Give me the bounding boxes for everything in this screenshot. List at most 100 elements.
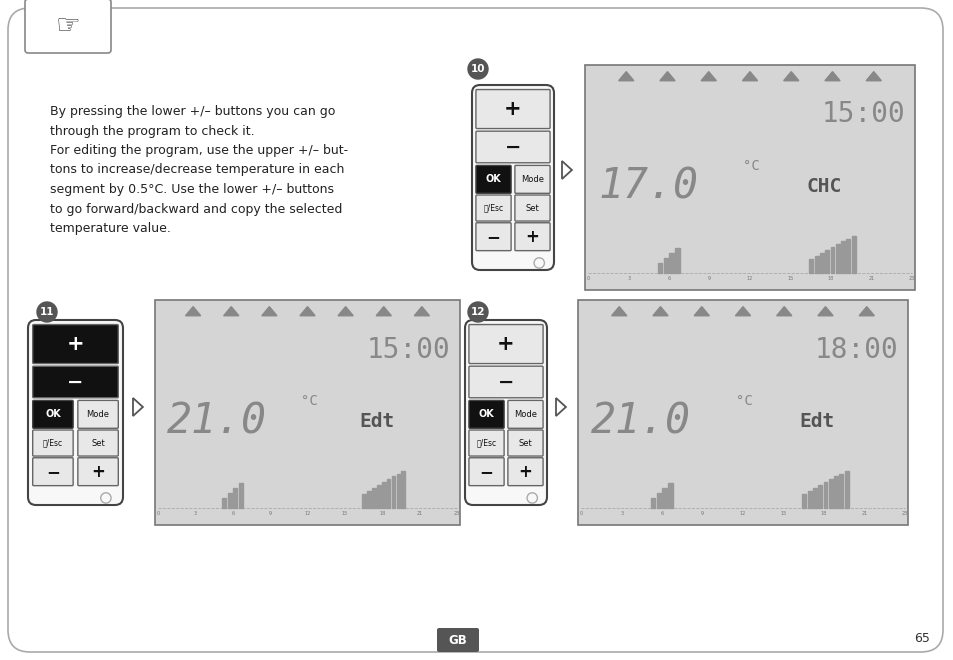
Bar bbox=[828, 479, 832, 508]
Text: ⏻/Esc: ⏻/Esc bbox=[43, 438, 63, 447]
Bar bbox=[851, 236, 855, 273]
Bar bbox=[238, 483, 242, 508]
Bar bbox=[381, 482, 385, 508]
Polygon shape bbox=[817, 307, 832, 315]
FancyBboxPatch shape bbox=[469, 401, 503, 428]
Polygon shape bbox=[337, 307, 353, 315]
Text: Set: Set bbox=[525, 203, 538, 213]
Text: 23: 23 bbox=[901, 511, 907, 515]
Bar bbox=[401, 471, 405, 508]
Bar bbox=[668, 483, 672, 508]
Polygon shape bbox=[185, 307, 200, 315]
Polygon shape bbox=[299, 307, 314, 315]
FancyBboxPatch shape bbox=[507, 458, 542, 486]
Text: °C: °C bbox=[736, 394, 752, 409]
Text: 9: 9 bbox=[707, 275, 710, 280]
FancyBboxPatch shape bbox=[469, 325, 542, 364]
Text: through the program to check it.: through the program to check it. bbox=[50, 125, 254, 137]
Bar bbox=[835, 244, 839, 273]
Text: 12: 12 bbox=[304, 511, 311, 515]
Text: 3: 3 bbox=[619, 511, 622, 515]
Text: 3: 3 bbox=[626, 275, 630, 280]
Polygon shape bbox=[735, 307, 750, 315]
FancyBboxPatch shape bbox=[78, 458, 118, 486]
Text: 21: 21 bbox=[416, 511, 422, 515]
Text: 17.0: 17.0 bbox=[598, 166, 698, 207]
Bar bbox=[669, 253, 673, 273]
Polygon shape bbox=[611, 307, 626, 315]
Circle shape bbox=[468, 302, 488, 322]
Bar bbox=[808, 259, 813, 273]
Text: −: − bbox=[46, 463, 60, 480]
Text: 18: 18 bbox=[820, 511, 826, 515]
Bar bbox=[819, 253, 823, 273]
Polygon shape bbox=[859, 307, 874, 315]
Bar bbox=[650, 498, 654, 508]
Text: Edt: Edt bbox=[359, 412, 395, 431]
FancyBboxPatch shape bbox=[476, 166, 511, 193]
Text: OK: OK bbox=[45, 409, 61, 419]
Text: −: − bbox=[486, 228, 500, 246]
Text: 6: 6 bbox=[231, 511, 234, 515]
Text: 23: 23 bbox=[454, 511, 459, 515]
FancyBboxPatch shape bbox=[32, 401, 73, 428]
FancyBboxPatch shape bbox=[154, 300, 459, 525]
Text: 15: 15 bbox=[341, 511, 348, 515]
Polygon shape bbox=[618, 72, 633, 81]
Bar bbox=[222, 498, 226, 508]
Text: 12: 12 bbox=[470, 307, 485, 317]
Text: 65: 65 bbox=[913, 632, 929, 645]
FancyBboxPatch shape bbox=[515, 166, 550, 193]
Text: 15: 15 bbox=[780, 511, 785, 515]
Text: 21.0: 21.0 bbox=[591, 401, 691, 442]
Text: Set: Set bbox=[91, 438, 105, 447]
FancyBboxPatch shape bbox=[32, 458, 73, 486]
Text: 18:00: 18:00 bbox=[814, 335, 897, 364]
Text: 11: 11 bbox=[40, 307, 54, 317]
Text: 12: 12 bbox=[740, 511, 745, 515]
FancyBboxPatch shape bbox=[507, 430, 542, 456]
Text: 9: 9 bbox=[700, 511, 703, 515]
Text: OK: OK bbox=[478, 409, 494, 419]
Text: 18: 18 bbox=[827, 275, 833, 280]
FancyBboxPatch shape bbox=[8, 8, 942, 652]
Text: +: + bbox=[518, 463, 532, 480]
Text: to go forward/backward and copy the selected: to go forward/backward and copy the sele… bbox=[50, 203, 342, 216]
Bar bbox=[362, 494, 366, 508]
Circle shape bbox=[468, 59, 488, 79]
FancyBboxPatch shape bbox=[476, 131, 550, 163]
Bar bbox=[814, 255, 818, 273]
Text: GB: GB bbox=[448, 634, 467, 647]
Text: Mode: Mode bbox=[87, 410, 110, 419]
FancyBboxPatch shape bbox=[25, 0, 111, 53]
Bar bbox=[830, 247, 834, 273]
Text: 23: 23 bbox=[907, 275, 914, 280]
Text: −: − bbox=[68, 372, 84, 391]
Text: +: + bbox=[525, 228, 538, 246]
Bar bbox=[228, 492, 232, 508]
FancyBboxPatch shape bbox=[476, 222, 511, 251]
Bar bbox=[396, 474, 400, 508]
FancyBboxPatch shape bbox=[469, 458, 503, 486]
Bar bbox=[392, 477, 395, 508]
Text: °C: °C bbox=[742, 159, 760, 173]
Bar bbox=[663, 257, 667, 273]
FancyBboxPatch shape bbox=[469, 366, 542, 398]
Polygon shape bbox=[694, 307, 709, 315]
Text: 0: 0 bbox=[586, 275, 589, 280]
Text: Set: Set bbox=[518, 438, 532, 447]
Text: +: + bbox=[503, 99, 521, 119]
Polygon shape bbox=[824, 72, 840, 81]
Bar bbox=[843, 471, 848, 508]
Bar bbox=[822, 482, 826, 508]
FancyBboxPatch shape bbox=[584, 65, 914, 290]
Bar bbox=[372, 488, 375, 508]
FancyBboxPatch shape bbox=[476, 90, 550, 129]
FancyBboxPatch shape bbox=[78, 401, 118, 428]
FancyBboxPatch shape bbox=[436, 628, 478, 652]
Text: segment by 0.5°C. Use the lower +/– buttons: segment by 0.5°C. Use the lower +/– butt… bbox=[50, 183, 334, 196]
Bar bbox=[376, 485, 380, 508]
Text: ⏻/Esc: ⏻/Esc bbox=[483, 203, 503, 213]
FancyBboxPatch shape bbox=[28, 320, 123, 505]
Text: ⏻/Esc: ⏻/Esc bbox=[476, 438, 497, 447]
